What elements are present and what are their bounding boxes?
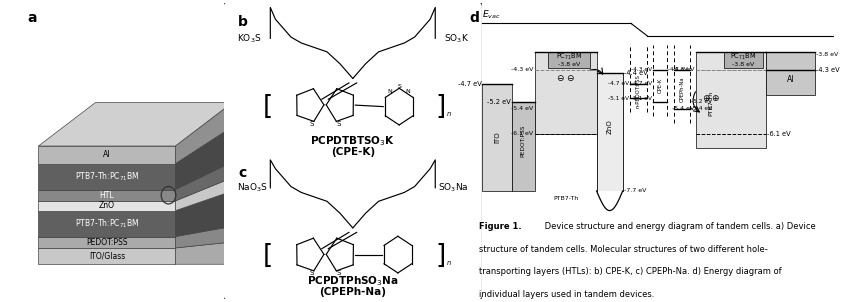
Text: n-PEDOT:PSS: n-PEDOT:PSS	[636, 74, 640, 108]
Text: PTB7-Th: PTB7-Th	[707, 91, 712, 116]
Polygon shape	[39, 103, 232, 146]
Text: -3.8 eV: -3.8 eV	[557, 62, 579, 67]
Text: -5.2 eV: -5.2 eV	[486, 99, 510, 105]
Text: $\ominus$: $\ominus$	[555, 72, 565, 82]
Text: ]: ]	[435, 94, 445, 120]
Text: $_n$: $_n$	[446, 259, 452, 268]
Text: b: b	[238, 15, 247, 29]
Text: PC$_{71}$BM: PC$_{71}$BM	[555, 51, 582, 62]
Text: S: S	[397, 84, 401, 89]
Text: Device structure and energy diagram of tandem cells. a) Device: Device structure and energy diagram of t…	[542, 222, 815, 231]
Polygon shape	[39, 248, 176, 264]
Text: [: [	[262, 243, 273, 269]
Polygon shape	[39, 146, 176, 164]
Text: Al: Al	[103, 150, 111, 159]
Text: -5.1 eV: -5.1 eV	[630, 96, 652, 101]
Text: KO$_3$S: KO$_3$S	[236, 32, 261, 45]
Text: ITO/Glass: ITO/Glass	[89, 252, 125, 261]
Text: $\oplus$: $\oplus$	[701, 93, 710, 103]
Text: PC$_{71}$BM: PC$_{71}$BM	[729, 51, 755, 62]
Text: Figure 1.: Figure 1.	[479, 222, 524, 231]
Text: PEDOT:PSS: PEDOT:PSS	[86, 238, 127, 247]
Text: -4.3 eV: -4.3 eV	[668, 67, 687, 72]
Text: (CPE-K): (CPE-K)	[330, 147, 375, 157]
Bar	[596, 73, 622, 191]
Bar	[482, 84, 511, 191]
Text: -6.1 eV: -6.1 eV	[511, 131, 533, 137]
Text: -4.7 eV: -4.7 eV	[608, 82, 629, 86]
Text: -4.4 eV: -4.4 eV	[623, 70, 647, 76]
Polygon shape	[176, 103, 232, 164]
Polygon shape	[176, 162, 232, 201]
Polygon shape	[39, 236, 176, 248]
Polygon shape	[39, 164, 176, 190]
Text: S: S	[336, 121, 340, 127]
Text: PTB7-Th:PC$_{71}$BM: PTB7-Th:PC$_{71}$BM	[74, 217, 139, 230]
Bar	[723, 52, 762, 68]
Text: (CPEPh-Na): (CPEPh-Na)	[319, 288, 386, 297]
Polygon shape	[39, 201, 176, 211]
Text: -5.2 eV: -5.2 eV	[690, 99, 711, 104]
Bar	[534, 52, 596, 134]
Text: SO$_3$Na: SO$_3$Na	[438, 182, 468, 194]
Text: -6.1 eV: -6.1 eV	[766, 131, 790, 137]
Text: $E_{vac}$: $E_{vac}$	[482, 9, 500, 21]
Text: N: N	[405, 89, 410, 94]
Text: S: S	[309, 121, 313, 127]
Text: $\ominus$: $\ominus$	[565, 72, 574, 82]
Text: CPEPh-Na: CPEPh-Na	[679, 77, 684, 102]
Text: -5.4 eV: -5.4 eV	[672, 106, 694, 111]
Text: individual layers used in tandem devices.: individual layers used in tandem devices…	[479, 290, 654, 299]
Text: -5.1 eV: -5.1 eV	[608, 96, 629, 101]
Text: -3.8 eV: -3.8 eV	[732, 62, 754, 67]
Text: PCPDTPhSO$_3$Na: PCPDTPhSO$_3$Na	[306, 274, 398, 288]
Polygon shape	[176, 226, 232, 248]
Bar	[511, 102, 534, 191]
Bar	[695, 52, 766, 148]
Polygon shape	[176, 178, 232, 211]
FancyBboxPatch shape	[222, 2, 483, 300]
Text: transporting layers (HTLs): b) CPE-K, c) CPEPh-Na. d) Energy diagram of: transporting layers (HTLs): b) CPE-K, c)…	[479, 267, 781, 276]
Text: ]: ]	[435, 243, 445, 269]
Text: -7.7 eV: -7.7 eV	[623, 188, 646, 194]
Text: PTB7-Th: PTB7-Th	[552, 196, 577, 201]
Text: -4.3 eV: -4.3 eV	[511, 67, 533, 72]
Text: d: d	[468, 11, 479, 25]
Text: $_n$: $_n$	[446, 109, 452, 119]
Text: -5.4 eV: -5.4 eV	[511, 106, 533, 111]
Text: $\oplus$: $\oplus$	[710, 93, 718, 103]
Text: SO$_3$K: SO$_3$K	[443, 32, 468, 45]
Text: -4.3 eV: -4.3 eV	[815, 67, 839, 73]
Text: S: S	[309, 270, 313, 276]
Text: N: N	[387, 89, 392, 94]
Text: ZnO: ZnO	[606, 119, 612, 134]
Bar	[547, 52, 589, 68]
Text: -4.3 eV: -4.3 eV	[671, 67, 694, 72]
Text: CPE-K: CPE-K	[657, 78, 662, 93]
Text: c: c	[238, 166, 246, 180]
Text: -4.3 eV: -4.3 eV	[630, 67, 652, 72]
Text: Al: Al	[786, 75, 793, 84]
Text: ZnO: ZnO	[99, 201, 115, 210]
Text: ITO: ITO	[494, 132, 500, 143]
Text: -4.7 eV: -4.7 eV	[630, 82, 652, 86]
Text: a: a	[27, 11, 36, 25]
Text: [: [	[262, 94, 273, 120]
Text: S: S	[336, 270, 340, 276]
Text: -3.8 eV: -3.8 eV	[815, 52, 837, 57]
Polygon shape	[176, 127, 232, 190]
Text: NaO$_3$S: NaO$_3$S	[236, 182, 268, 194]
Polygon shape	[39, 211, 176, 236]
Text: -5.4 eV: -5.4 eV	[690, 106, 711, 111]
Polygon shape	[39, 190, 176, 201]
Text: PCPDTBTSO$_3$K: PCPDTBTSO$_3$K	[310, 134, 395, 148]
Text: -4.7 eV: -4.7 eV	[457, 81, 481, 87]
Text: HTL: HTL	[100, 191, 114, 200]
Polygon shape	[176, 191, 232, 236]
Polygon shape	[176, 242, 232, 264]
Text: PTB7-Th:PC$_{71}$BM: PTB7-Th:PC$_{71}$BM	[74, 170, 139, 183]
Text: structure of tandem cells. Molecular structures of two different hole-: structure of tandem cells. Molecular str…	[479, 245, 767, 254]
Bar	[766, 52, 814, 95]
Text: PEDOT:PSS: PEDOT:PSS	[520, 125, 525, 157]
